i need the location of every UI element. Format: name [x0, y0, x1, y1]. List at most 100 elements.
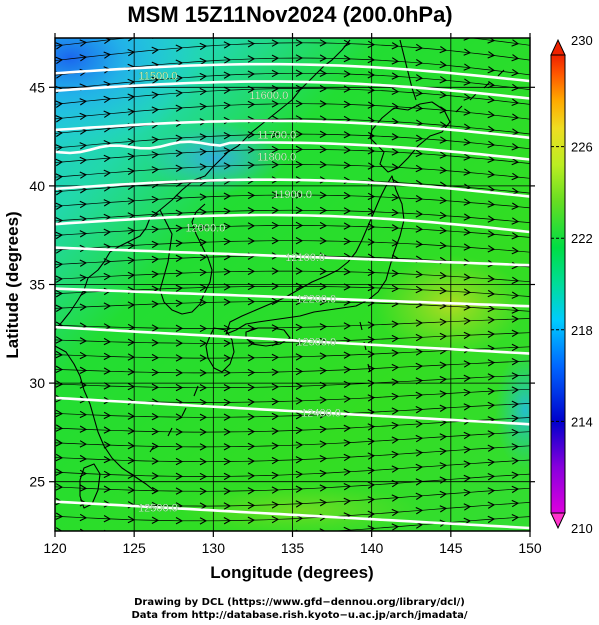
wind-arrow — [103, 302, 112, 310]
wind-arrow — [463, 317, 472, 325]
wind-arrow — [511, 386, 520, 394]
wind-arrow — [247, 282, 256, 291]
gridlines — [55, 38, 530, 531]
credit-drawing: Drawing by DCL (https://www.gfd−dennou.o… — [134, 597, 465, 608]
colorbar-label: 226 — [571, 140, 593, 155]
wind-arrow — [511, 113, 520, 121]
contour-label: 11600.0 — [249, 90, 288, 102]
wind-arrow — [319, 381, 328, 390]
wind-arrow — [391, 224, 400, 232]
wind-arrow — [103, 456, 112, 464]
wind-arrow — [103, 154, 112, 163]
wind-arrow — [103, 258, 112, 266]
wind-arrow — [199, 487, 208, 495]
wind-arrow — [103, 485, 112, 493]
wind-arrow — [319, 39, 328, 47]
wind-arrow — [439, 271, 448, 280]
wind-arrow — [151, 240, 160, 249]
wind-arrow — [511, 202, 520, 210]
wind-arrow — [271, 145, 280, 154]
wind-arrow — [415, 391, 424, 399]
wind-arrow — [319, 367, 328, 375]
wind-arrow — [511, 172, 520, 181]
contour-label: 12000.0 — [186, 222, 226, 234]
wind-arrow — [295, 367, 304, 376]
y-axis-ticks: 25 30 35 40 45 — [29, 79, 535, 490]
wind-arrow — [151, 339, 160, 347]
wind-arrow — [511, 276, 520, 285]
wind-arrow — [367, 268, 376, 277]
wind-arrow — [511, 143, 520, 151]
wind-arrow — [199, 283, 208, 292]
wind-arrow — [199, 354, 208, 362]
wind-arrow — [415, 89, 424, 97]
wind-arrow — [439, 505, 448, 513]
wind-arrow — [223, 339, 232, 347]
wind-arrow — [391, 465, 400, 473]
wind-arrow — [511, 128, 520, 136]
wind-arrow — [79, 351, 88, 360]
wind-arrow — [343, 55, 352, 63]
wind-arrow — [223, 101, 232, 110]
wind-arrow — [391, 523, 400, 531]
wind-arrow — [463, 48, 472, 56]
contour-label: 12500.0 — [138, 502, 178, 514]
wind-arrow — [295, 84, 304, 93]
wind-arrow — [271, 515, 280, 524]
wind-arrow — [271, 130, 280, 138]
wind-arrow — [367, 365, 376, 373]
wind-arrow — [295, 323, 304, 332]
streamline — [55, 103, 530, 120]
wind-arrow — [343, 146, 352, 154]
contour-line — [55, 119, 530, 140]
wind-arrow — [271, 282, 280, 290]
wind-arrow — [415, 134, 424, 142]
wind-arrow — [175, 149, 184, 157]
wind-arrow — [247, 368, 256, 377]
wind-arrow — [223, 324, 232, 333]
wind-arrow — [391, 208, 400, 217]
wind-arrow — [127, 338, 136, 346]
wind-arrow — [151, 383, 160, 391]
wind-arrow — [487, 472, 496, 481]
wind-arrow — [127, 256, 136, 265]
wind-arrow — [55, 439, 64, 447]
streamline — [55, 164, 530, 179]
wind-arrow — [176, 532, 182, 538]
wind-arrow — [151, 46, 160, 54]
wind-arrow — [367, 71, 376, 79]
wind-arrow — [103, 411, 112, 420]
wind-arrow — [55, 527, 63, 531]
wind-arrow — [223, 207, 232, 215]
wind-arrow — [55, 350, 64, 359]
wind-arrow — [55, 483, 64, 491]
wind-arrow — [79, 156, 88, 165]
wind-arrow — [151, 136, 160, 144]
y-tick-label: 30 — [29, 375, 45, 391]
wind-arrow — [487, 155, 496, 164]
wind-arrow — [415, 59, 424, 67]
wind-arrow — [127, 301, 136, 309]
colorbar-labels: 230 226 222 218 214 210 — [571, 33, 593, 536]
wind-arrow — [271, 297, 280, 306]
wind-arrow — [55, 380, 64, 388]
x-tick-label: 150 — [518, 540, 542, 556]
wind-arrow — [271, 237, 280, 245]
streamline — [55, 240, 530, 253]
wind-arrow — [511, 98, 520, 107]
wind-arrow — [415, 362, 424, 371]
wind-arrow — [247, 413, 256, 421]
wind-arrow — [271, 456, 280, 465]
wind-arrow — [295, 441, 304, 449]
wind-arrow — [152, 532, 158, 538]
wind-arrow — [319, 499, 328, 507]
wind-arrow — [416, 29, 422, 35]
wind-arrow — [247, 85, 256, 93]
wind-arrow — [295, 267, 304, 275]
wind-arrow — [343, 453, 352, 462]
wind-arrow — [511, 329, 520, 337]
wind-arrow — [175, 443, 184, 451]
x-tick-label: 145 — [439, 540, 463, 556]
figure-title: MSM 15Z11Nov2024 (200.0hPa) — [127, 2, 452, 27]
